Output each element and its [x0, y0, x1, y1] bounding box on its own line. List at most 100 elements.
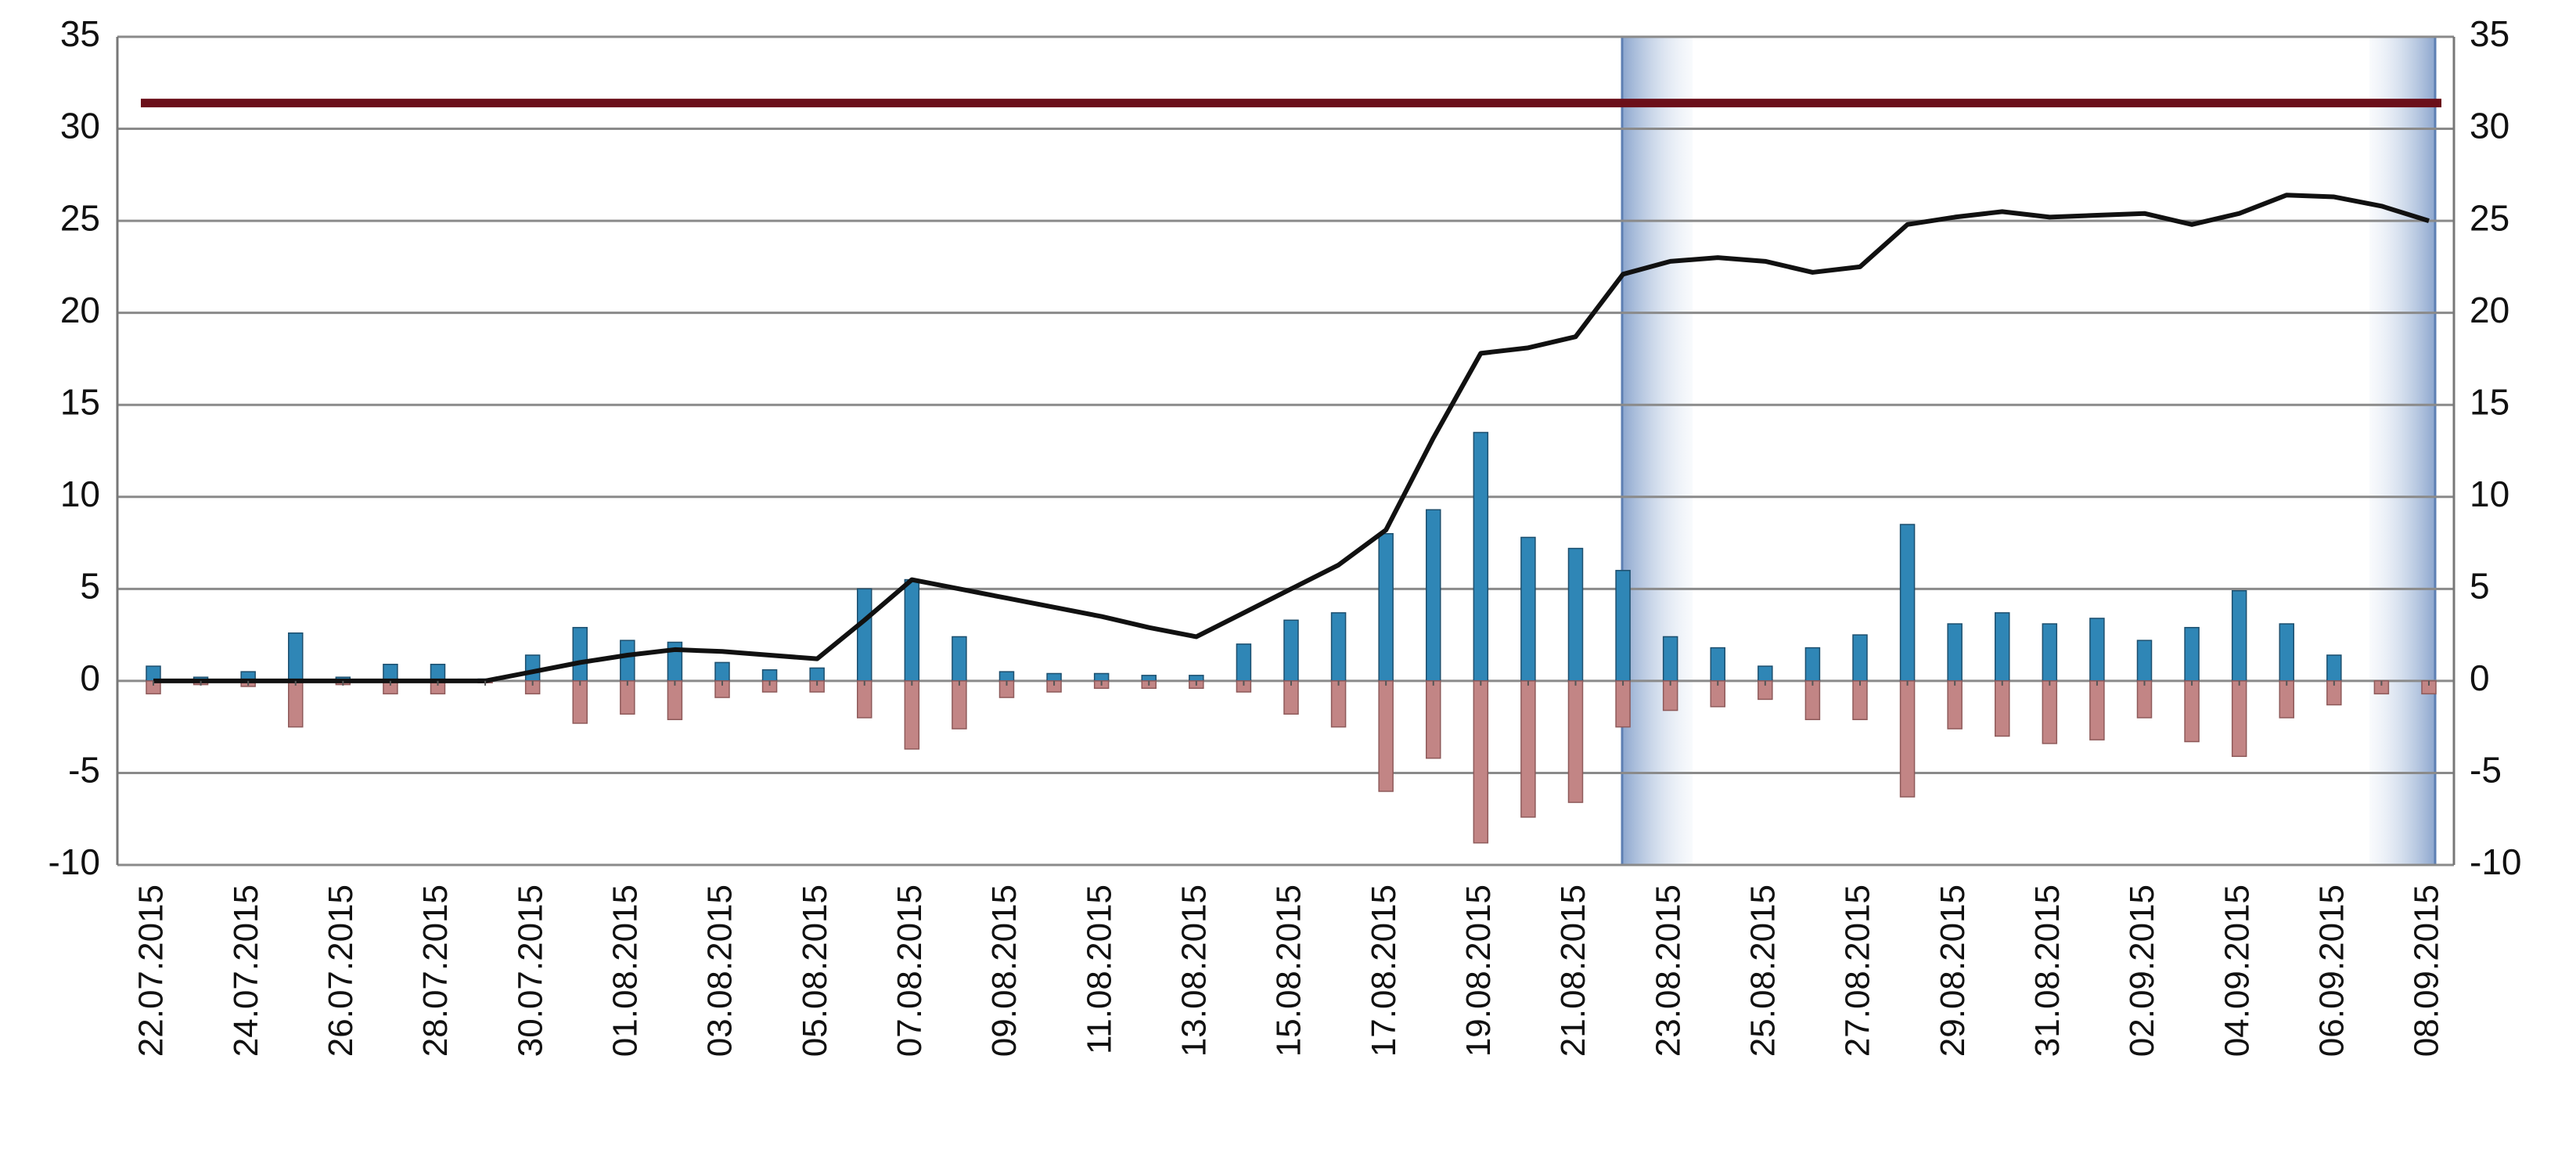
bar [2042, 680, 2058, 744]
y-tick-label: 5 [80, 565, 100, 606]
x-tick-label: 17.08.2015 [1365, 885, 1403, 1057]
bar [2184, 626, 2200, 682]
x-tick-label: 09.08.2015 [985, 885, 1024, 1057]
x-tick-label: 06.09.2015 [2312, 885, 2351, 1057]
bar [430, 663, 446, 682]
y2-tick-label: 15 [2470, 381, 2509, 422]
bar [1520, 536, 1536, 682]
x-tick-label: 21.08.2015 [1554, 885, 1592, 1057]
bar [288, 632, 304, 682]
bar [1330, 680, 1347, 728]
bar [1995, 680, 2010, 737]
bar [1758, 665, 1773, 682]
bar [761, 669, 778, 682]
bar [572, 680, 588, 724]
bar [1283, 619, 1299, 682]
y2-tick-label: 0 [2470, 658, 2490, 698]
bar [904, 578, 920, 682]
bar [383, 663, 398, 682]
x-tick-label: 01.08.2015 [606, 885, 644, 1057]
bar [620, 640, 635, 682]
x-tick-label: 04.09.2015 [2218, 885, 2256, 1057]
bar [2279, 680, 2294, 719]
bar [1141, 675, 1157, 682]
bar [1473, 431, 1489, 682]
y2-tick-label: 30 [2470, 106, 2509, 146]
bar [2279, 623, 2294, 682]
bar [2231, 680, 2247, 758]
bar [1567, 680, 1584, 803]
x-tick-label: 29.08.2015 [1934, 885, 1972, 1057]
bar [1093, 672, 1110, 682]
y2-tick-label: 35 [2470, 13, 2509, 54]
bar [1520, 680, 1536, 818]
bar [2089, 680, 2105, 740]
y2-tick-label: -5 [2470, 750, 2502, 791]
y-tick-label: 20 [60, 290, 100, 330]
bar [714, 661, 730, 682]
bar [1378, 533, 1394, 682]
bar [1567, 547, 1584, 682]
bar [2326, 654, 2342, 682]
bar [1995, 612, 2010, 682]
bar [2136, 680, 2153, 719]
y-tick-label: 0 [80, 658, 100, 698]
bar [2231, 589, 2247, 682]
bar [1899, 524, 1916, 682]
bar [1046, 672, 1062, 682]
bar [2136, 640, 2153, 682]
y-tick-label: -5 [68, 750, 100, 791]
y-tick-label: 25 [60, 197, 100, 238]
x-tick-label: 23.08.2015 [1649, 885, 1687, 1057]
x-tick-label: 03.08.2015 [701, 885, 739, 1057]
bar [667, 680, 683, 721]
bar [524, 654, 541, 682]
bar [1473, 680, 1489, 844]
bar [1283, 680, 1299, 715]
y2-tick-label: -10 [2470, 841, 2521, 882]
y2-tick-label: 20 [2470, 290, 2509, 330]
bar [1378, 680, 1394, 792]
x-tick-label: 05.08.2015 [796, 885, 834, 1057]
bar [1615, 680, 1631, 728]
x-tick-label: 25.08.2015 [1743, 885, 1782, 1057]
y2-tick-label: 5 [2470, 565, 2490, 606]
x-tick-label: 02.09.2015 [2123, 885, 2161, 1057]
bar [2042, 623, 2058, 682]
bar [904, 680, 920, 750]
bar [1947, 680, 1963, 730]
x-tick-label: 30.07.2015 [511, 885, 549, 1057]
bar [1236, 643, 1252, 682]
bar [857, 588, 872, 682]
highlight-band [1622, 37, 1693, 865]
x-tick-label: 31.08.2015 [2028, 885, 2067, 1057]
bar [998, 671, 1015, 682]
bar [1615, 570, 1631, 682]
y2-tick-label: 10 [2470, 474, 2509, 514]
x-tick-label: 15.08.2015 [1270, 885, 1308, 1057]
bar [572, 626, 588, 682]
x-tick-label: 24.07.2015 [227, 885, 265, 1057]
bar [809, 667, 825, 682]
bar [1426, 509, 1441, 682]
x-tick-label: 13.08.2015 [1175, 885, 1213, 1057]
bar [1852, 634, 1868, 682]
x-tick-label: 28.07.2015 [416, 885, 455, 1057]
x-tick-label: 07.08.2015 [890, 885, 929, 1057]
x-tick-label: 19.08.2015 [1459, 885, 1498, 1057]
bar [1662, 636, 1678, 682]
x-tick-label: 11.08.2015 [1080, 885, 1118, 1054]
y-tick-label: 15 [60, 381, 100, 422]
x-tick-label: 08.09.2015 [2408, 885, 2446, 1057]
bar [952, 680, 967, 730]
bar [1899, 680, 1916, 798]
y2-tick-label: 25 [2470, 197, 2509, 238]
bar [952, 636, 967, 682]
bar [1804, 647, 1821, 682]
y-tick-label: 10 [60, 474, 100, 514]
bar [2184, 680, 2200, 743]
bar [1710, 647, 1725, 682]
y-tick-label: 35 [60, 13, 100, 54]
x-tick-label: 22.07.2015 [132, 885, 171, 1057]
